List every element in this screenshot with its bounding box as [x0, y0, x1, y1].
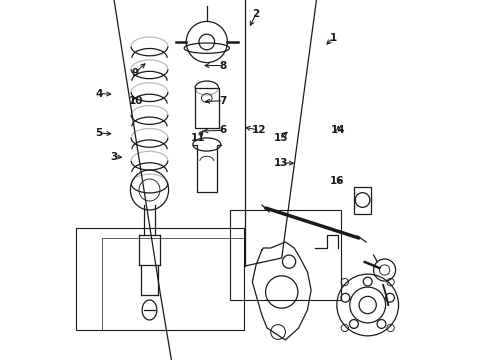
Text: 9: 9 [132, 68, 139, 78]
Text: 8: 8 [220, 60, 227, 71]
Text: 13: 13 [274, 158, 288, 168]
Bar [230, 210, 341, 300]
Text: 12: 12 [252, 125, 267, 135]
Bar [354, 186, 370, 213]
Text: 5: 5 [96, 128, 103, 138]
Text: 3: 3 [110, 152, 117, 162]
Text: 7: 7 [220, 96, 227, 106]
Text: 14: 14 [331, 125, 346, 135]
Bar [102, 238, 244, 330]
Text: 11: 11 [191, 132, 205, 143]
Text: 2: 2 [252, 9, 259, 19]
Text: 15: 15 [274, 132, 288, 143]
Text: 16: 16 [330, 176, 344, 186]
Bar [76, 228, 244, 330]
Text: 1: 1 [330, 33, 337, 43]
Text: 4: 4 [96, 89, 103, 99]
Text: 10: 10 [129, 96, 144, 106]
Text: 6: 6 [220, 125, 227, 135]
